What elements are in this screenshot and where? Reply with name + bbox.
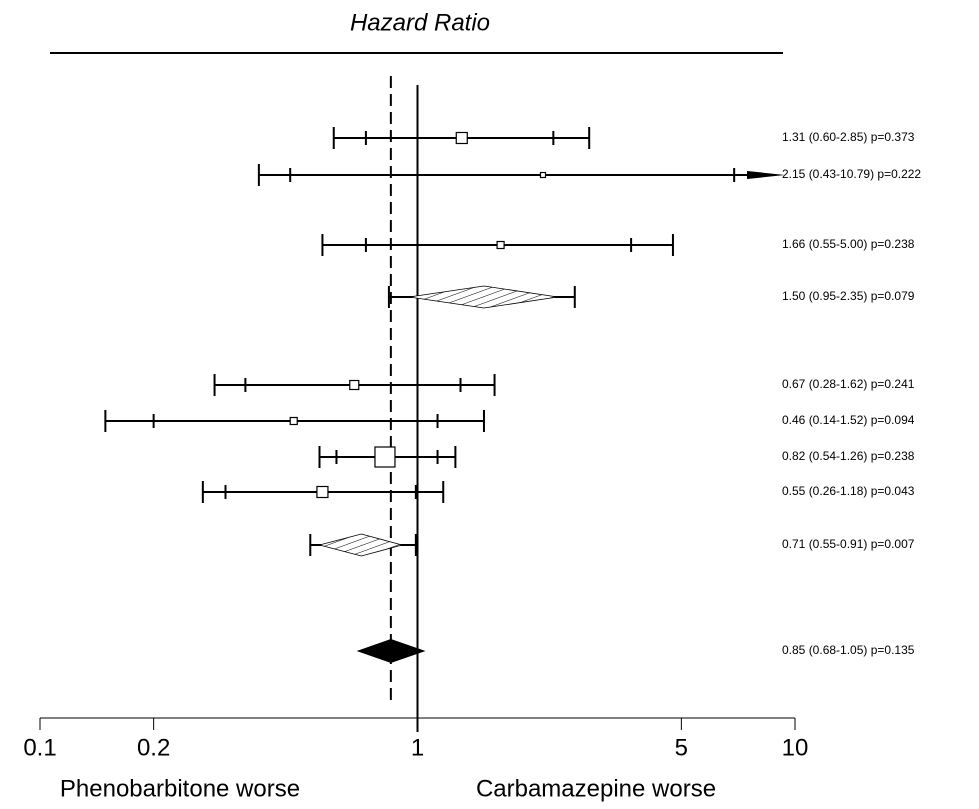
row-label: 0.46 (0.14-1.52) p=0.094: [782, 413, 915, 427]
estimate-square: [539, 171, 547, 179]
estimate-square: [349, 379, 360, 391]
diamond: [317, 533, 404, 557]
chart-title: Hazard Ratio: [350, 9, 490, 36]
diamond-left: [409, 286, 484, 308]
estimate-square: [455, 131, 468, 145]
row-label: 0.85 (0.68-1.05) p=0.135: [782, 643, 915, 657]
row-label: 1.66 (0.55-5.00) p=0.238: [782, 237, 915, 251]
x-tick-label: 5: [675, 734, 688, 761]
diamond: [409, 285, 558, 309]
estimate-square: [316, 485, 329, 499]
estimate-square: [289, 416, 298, 426]
x-tick-label: 10: [782, 734, 809, 761]
row-label: 0.71 (0.55-0.91) p=0.007: [782, 537, 915, 551]
whisker-arrow: [747, 171, 785, 179]
x-tick-label: 1: [411, 734, 424, 761]
row-label: 1.31 (0.60-2.85) p=0.373: [782, 130, 915, 144]
x-tick-label: 0.2: [137, 734, 170, 761]
diamond-left: [319, 534, 362, 556]
pooled-diamond: [356, 639, 426, 663]
x-side-label: Phenobarbitone worse: [60, 775, 300, 802]
x-side-label: Carbamazepine worse: [476, 775, 716, 802]
diamond-right: [483, 286, 558, 308]
x-tick-label: 0.1: [23, 734, 56, 761]
row-label: 0.82 (0.54-1.26) p=0.238: [782, 449, 915, 463]
row-label: 2.15 (0.43-10.79) p=0.222: [782, 167, 921, 181]
estimate-square: [496, 240, 505, 250]
row-label: 0.67 (0.28-1.62) p=0.241: [782, 377, 915, 391]
diamond-right: [361, 534, 403, 556]
row-label: 1.50 (0.95-2.35) p=0.079: [782, 289, 915, 303]
row-label: 0.55 (0.26-1.18) p=0.043: [782, 484, 915, 498]
estimate-square: [374, 446, 396, 468]
